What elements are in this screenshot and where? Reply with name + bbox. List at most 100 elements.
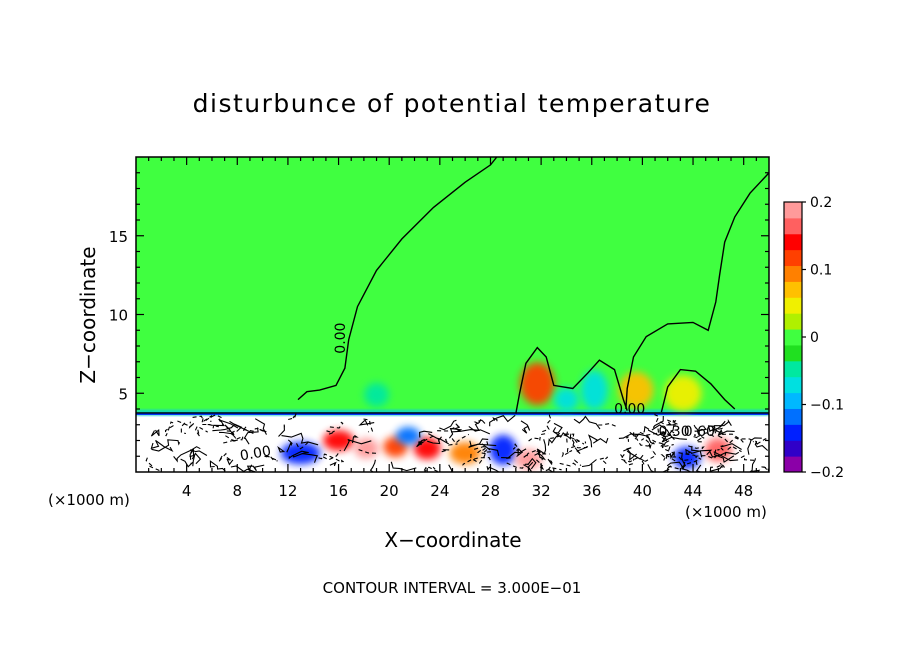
turbulent-contour-40-0 <box>599 456 609 466</box>
turbulent-contour-85-0 <box>212 419 239 429</box>
turbulent-contour-51-1 <box>697 427 723 438</box>
turbulent-contour-112-1 <box>647 464 670 472</box>
turbulent-contour-106-0 <box>474 446 493 453</box>
turbulent-contour-91-0 <box>660 441 674 454</box>
turbulent-contour-64-0 <box>550 434 585 445</box>
colorbar-swatch-6 <box>784 360 802 378</box>
turbulent-contour-141-0 <box>573 415 601 430</box>
turbulent-contour-105-0 <box>516 447 524 457</box>
turbulent-contour-59-1 <box>669 452 692 462</box>
field-blob-12 <box>395 427 421 445</box>
turbulent-contour-127-0 <box>226 430 236 440</box>
turbulent-contour-73-0 <box>523 448 550 459</box>
turbulent-contour-34-0 <box>561 444 579 458</box>
turbulent-contour-98-0 <box>451 433 470 445</box>
turbulent-contour-149-0 <box>592 437 609 444</box>
colorbar: 0.2 0.1 0 −0.1 −0.2 <box>783 195 844 481</box>
turbulent-contour-133-0 <box>473 419 487 426</box>
y-tick-label-15: 15 <box>109 228 128 246</box>
turbulent-contour-31-0 <box>547 466 554 472</box>
contour-label-0: 0.00 <box>333 323 349 354</box>
turbulent-contour-82-0 <box>448 426 463 439</box>
field-blob-5 <box>364 382 389 407</box>
contour-label-4: 0.30 <box>658 424 689 440</box>
turbulent-contour-126-0 <box>288 450 309 460</box>
turbulent-contour-90-0 <box>721 433 758 445</box>
contour-label-1: 0.00 <box>239 443 272 464</box>
field-blob-6 <box>323 430 355 451</box>
cold-boundary-line <box>136 412 769 415</box>
turbulent-contour-63-0 <box>640 436 670 445</box>
x-unit-left: (×1000 m) <box>48 491 130 509</box>
field-blob-10 <box>449 442 481 465</box>
colorbar-swatch-16 <box>784 202 802 219</box>
turbulent-contour-120-1 <box>619 454 645 463</box>
turbulent-contour-22-0 <box>422 466 438 472</box>
y-tick-label-10: 10 <box>109 307 128 325</box>
turbulent-contour-87-0 <box>439 419 457 431</box>
turbulent-contour-81-0 <box>150 428 160 437</box>
colorbar-label-3: −0.1 <box>810 398 844 414</box>
turbulent-contour-37-0 <box>180 458 194 468</box>
y-tick-label-5: 5 <box>118 385 128 403</box>
turbulent-contour-137-0 <box>462 457 492 466</box>
turbulent-contour-11-0 <box>180 422 186 435</box>
turbulent-contour-111-1 <box>665 418 678 426</box>
turbulent-contour-125-0 <box>205 414 224 426</box>
colorbar-label-1: 0.1 <box>810 263 832 279</box>
turbulent-contour-88-1 <box>666 459 698 470</box>
colorbar-swatch-5 <box>784 376 802 394</box>
turbulent-contour-69-0 <box>709 464 723 472</box>
field-blob-2 <box>664 375 702 412</box>
contour-label-3: 0.60 <box>684 424 715 440</box>
colorbar-swatch-1 <box>784 440 802 457</box>
turbulent-contour-96-0 <box>277 445 285 453</box>
turbulent-contour-33-0 <box>582 459 597 468</box>
turbulent-contour-144-0 <box>652 415 664 429</box>
turbulent-contour-10-0 <box>390 461 417 472</box>
turbulent-contour-115-0 <box>598 423 619 428</box>
turbulent-contour-91-1 <box>664 444 674 451</box>
turbulent-contour-66-0 <box>754 440 769 451</box>
zero-contour-cell-east <box>660 368 736 413</box>
turbulent-contour-63-1 <box>645 439 652 450</box>
x-tick-label-8: 8 <box>233 482 243 500</box>
turbulent-contour-54-1 <box>651 424 675 440</box>
turbulent-contour-49-0 <box>713 449 735 463</box>
field-blob-1 <box>618 371 654 409</box>
colorbar-swatch-2 <box>784 424 802 441</box>
turbulent-contour-78-0 <box>468 425 491 435</box>
turbulent-contour-143-0 <box>618 435 630 442</box>
turbulent-contour-0-0 <box>444 438 458 446</box>
turbulent-contour-43-1 <box>643 425 650 433</box>
colorbar-swatch-3 <box>784 408 802 425</box>
colorbar-swatch-12 <box>784 265 802 282</box>
turbulent-contour-32-0 <box>296 440 310 451</box>
turbulent-contour-147-0 <box>329 461 337 467</box>
turbulent-contour-30-0 <box>288 413 297 421</box>
colorbar-swatch-9 <box>784 313 802 330</box>
colorbar-swatch-13 <box>784 249 802 267</box>
colorbar-label-0: 0.2 <box>810 195 832 211</box>
colorbar-swatch-15 <box>784 217 802 235</box>
field-blob-4 <box>554 387 579 412</box>
turbulent-contour-139-0 <box>151 439 181 452</box>
turbulent-contour-49-1 <box>717 447 724 451</box>
turbulent-contour-58-0 <box>358 419 375 426</box>
turbulent-contour-53-0 <box>695 452 720 466</box>
colorbar-swatch-11 <box>784 281 802 298</box>
colorbar-swatch-8 <box>784 329 802 346</box>
turbulent-contour-67-0 <box>164 421 176 437</box>
turbulent-contour-135-0 <box>709 451 740 458</box>
turbulent-contour-77-0 <box>685 448 693 455</box>
turbulent-contour-14-1 <box>693 424 705 439</box>
turbulent-contour-36-0 <box>369 459 376 472</box>
turbulent-contour-109-0 <box>528 432 549 442</box>
turbulent-contour-68-0 <box>150 439 174 453</box>
x-axis-label: X−coordinate <box>384 528 521 552</box>
turbulent-contour-146-0 <box>226 457 234 466</box>
turbulent-contour-3-0 <box>358 449 379 454</box>
turbulent-contour-14-0 <box>694 426 708 432</box>
turbulent-contour-65-1 <box>691 445 703 458</box>
turbulent-contour-92-1 <box>659 420 677 426</box>
